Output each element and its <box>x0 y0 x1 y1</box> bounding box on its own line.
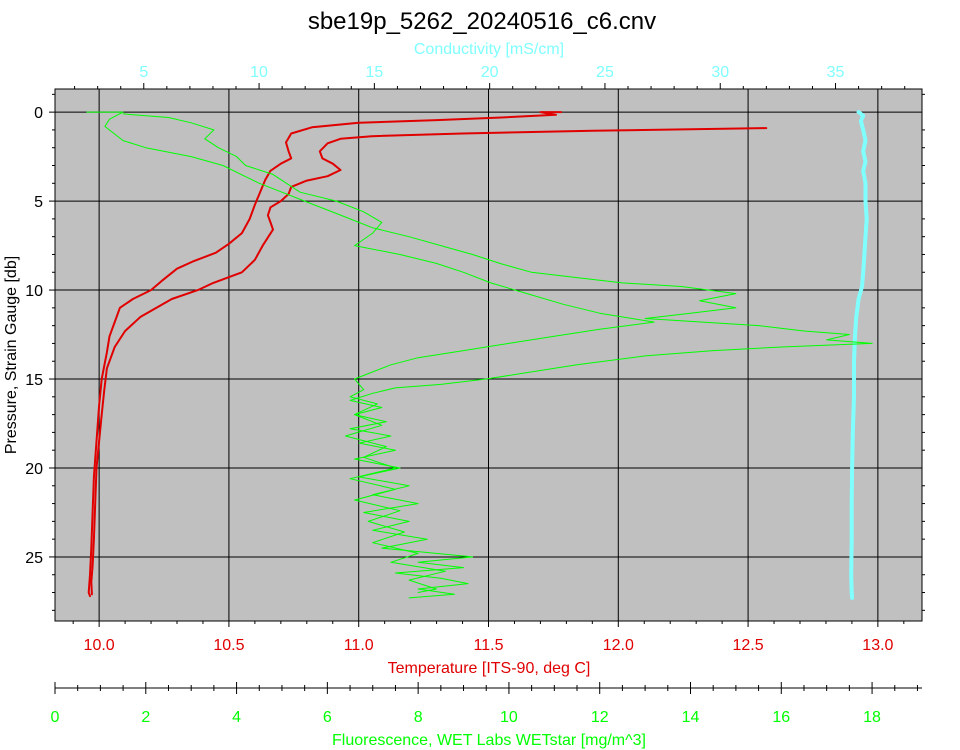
temperature-tick-label: 13.0 <box>862 637 893 654</box>
temperature-tick-label: 12.0 <box>603 637 634 654</box>
temperature-tick-label: 12.5 <box>733 637 764 654</box>
pressure-tick-label: 10 <box>25 283 43 300</box>
conductivity-tick-label: 20 <box>481 64 499 81</box>
pressure-tick-label: 5 <box>34 194 43 211</box>
temperature-tick-label: 10.5 <box>213 637 244 654</box>
fluorescence-tick-label: 18 <box>863 709 881 726</box>
temperature-axis: 10.0 10.5 11.0 11.5 12.0 12.5 13.0 <box>72 621 905 654</box>
fluorescence-tick-label: 4 <box>232 709 241 726</box>
fluorescence-tick-label: 14 <box>682 709 700 726</box>
fluorescence-tick-label: 0 <box>51 709 60 726</box>
fluorescence-tick-label: 6 <box>323 709 332 726</box>
fluorescence-tick-label: 2 <box>141 709 150 726</box>
conductivity-axis-label: Conductivity [mS/cm] <box>414 41 564 58</box>
conductivity-tick-label: 15 <box>365 64 383 81</box>
temperature-axis-label: Temperature [ITS-90, deg C] <box>388 660 591 677</box>
pressure-tick-label: 25 <box>25 550 43 567</box>
temperature-tick-label: 11.5 <box>474 637 504 654</box>
conductivity-axis: 5 10 15 20 25 30 35 <box>74 64 906 89</box>
fluorescence-series-line-4 <box>122 113 655 593</box>
fluorescence-axis: 0 2 4 6 8 10 12 14 16 18 <box>51 682 922 726</box>
conductivity-tick-label: 25 <box>596 64 614 81</box>
fluorescence-tick-label: 8 <box>414 709 423 726</box>
temperature-tick-label: 11.0 <box>344 637 374 654</box>
fluorescence-series-line-3 <box>86 111 873 599</box>
fluorescence-tick-label: 10 <box>500 709 518 726</box>
chart-title: sbe19p_5262_20240516_c6.cnv <box>308 8 656 35</box>
pressure-tick-label: 15 <box>25 372 43 389</box>
conductivity-tick-label: 35 <box>827 64 845 81</box>
fluorescence-tick-label: 12 <box>591 709 609 726</box>
pressure-tick-label: 20 <box>25 461 43 478</box>
temperature-series-line-0 <box>90 127 768 596</box>
pressure-axis-label: Pressure, Strain Gauge [db] <box>3 256 20 454</box>
conductivity-series-line-2 <box>849 110 869 600</box>
temperature-series-line-1 <box>87 111 563 598</box>
conductivity-tick-label: 10 <box>250 64 268 81</box>
temperature-tick-label: 10.0 <box>84 637 115 654</box>
pressure-axis: 0 5 10 15 20 25 <box>25 93 925 611</box>
series-layer <box>86 110 873 600</box>
conductivity-tick-label: 5 <box>139 64 148 81</box>
pressure-tick-label: 0 <box>34 105 43 122</box>
conductivity-tick-label: 30 <box>711 64 729 81</box>
fluorescence-tick-label: 16 <box>772 709 790 726</box>
fluorescence-axis-label: Fluorescence, WET Labs WETstar [mg/m^3] <box>332 732 646 749</box>
